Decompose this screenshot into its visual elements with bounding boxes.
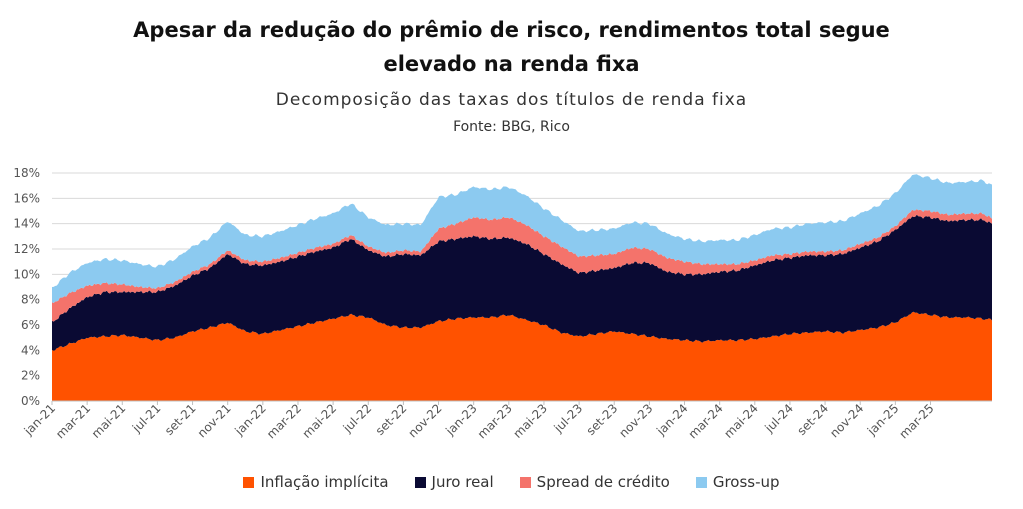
legend-swatch-spread (519, 476, 531, 488)
legend-label-juro-real: Juro real (431, 473, 494, 491)
x-tick-label: nov-22 (406, 401, 445, 440)
area-3 (52, 174, 992, 303)
x-tick-label: mai-22 (300, 401, 340, 441)
y-tick-label: 18% (13, 166, 40, 180)
x-tick-label: jan-23 (442, 401, 479, 438)
area-1 (52, 214, 992, 351)
legend-item-spread: Spread de crédito (519, 473, 670, 491)
legend-swatch-juro-real (414, 476, 426, 488)
x-tick-label: nov-21 (195, 401, 234, 440)
area-0 (52, 311, 992, 401)
x-tick-label: set-21 (162, 401, 199, 438)
x-tick-label: mai-21 (89, 401, 129, 441)
x-tick-label: nov-24 (827, 401, 866, 440)
chart-subtitle: Decomposição das taxas dos títulos de re… (275, 90, 748, 110)
chart-title-line2: elevado na renda fixa (383, 52, 640, 76)
legend-label-gross-up: Gross-up (712, 473, 780, 491)
legend-swatch-gross-up (695, 476, 707, 488)
y-tick-label: 0% (21, 394, 40, 408)
x-tick-label: jul-24 (762, 401, 797, 436)
y-tick-label: 12% (13, 242, 40, 256)
y-tick-label: 8% (21, 293, 40, 307)
legend-label-spread: Spread de crédito (536, 473, 670, 491)
x-tick-label: mar-21 (53, 401, 93, 441)
chart-source: Fonte: BBG, Rico (453, 119, 570, 135)
area-2 (52, 209, 992, 322)
x-tick-label: mai-23 (510, 401, 550, 441)
x-tick-label: set-22 (373, 401, 410, 438)
x-tick-label: jul-23 (551, 401, 586, 436)
x-tick-label: set-23 (584, 401, 621, 438)
x-tick-label: jan-22 (232, 401, 269, 438)
legend-label-inflacao: Inflação implícita (260, 473, 389, 491)
x-tick-label: mar-23 (475, 401, 515, 441)
y-tick-label: 14% (13, 217, 40, 231)
x-tick-label: jul-22 (340, 401, 375, 436)
y-tick-label: 10% (13, 267, 40, 281)
x-tick-label: mai-24 (721, 401, 761, 441)
y-tick-label: 4% (21, 343, 40, 357)
y-axis: 0% 2% 4% 6% 8% 10% 12% 14% 16% 18% (13, 166, 40, 408)
x-tick-label: mar-24 (686, 401, 726, 441)
area-series (52, 174, 992, 401)
x-tick-label: mar-25 (896, 401, 936, 441)
legend-swatch-inflacao (243, 476, 255, 488)
x-tick-label: nov-23 (616, 401, 655, 440)
x-tick-label: set-24 (794, 401, 831, 438)
y-tick-label: 16% (13, 191, 40, 205)
x-tick-label: jan-25 (864, 401, 901, 438)
x-tick-label: mar-22 (264, 401, 304, 441)
x-tick-label: jul-21 (129, 401, 164, 436)
y-tick-label: 2% (21, 369, 40, 383)
legend-item-inflacao: Inflação implícita (243, 473, 389, 491)
legend-item-juro-real: Juro real (414, 473, 494, 491)
chart-title-line1: Apesar da redução do prêmio de risco, re… (133, 18, 890, 42)
legend: Inflação implícita Juro real Spread de c… (0, 473, 1023, 491)
legend-item-gross-up: Gross-up (695, 473, 780, 491)
y-tick-label: 6% (21, 318, 40, 332)
x-tick-label: jan-24 (653, 401, 690, 438)
